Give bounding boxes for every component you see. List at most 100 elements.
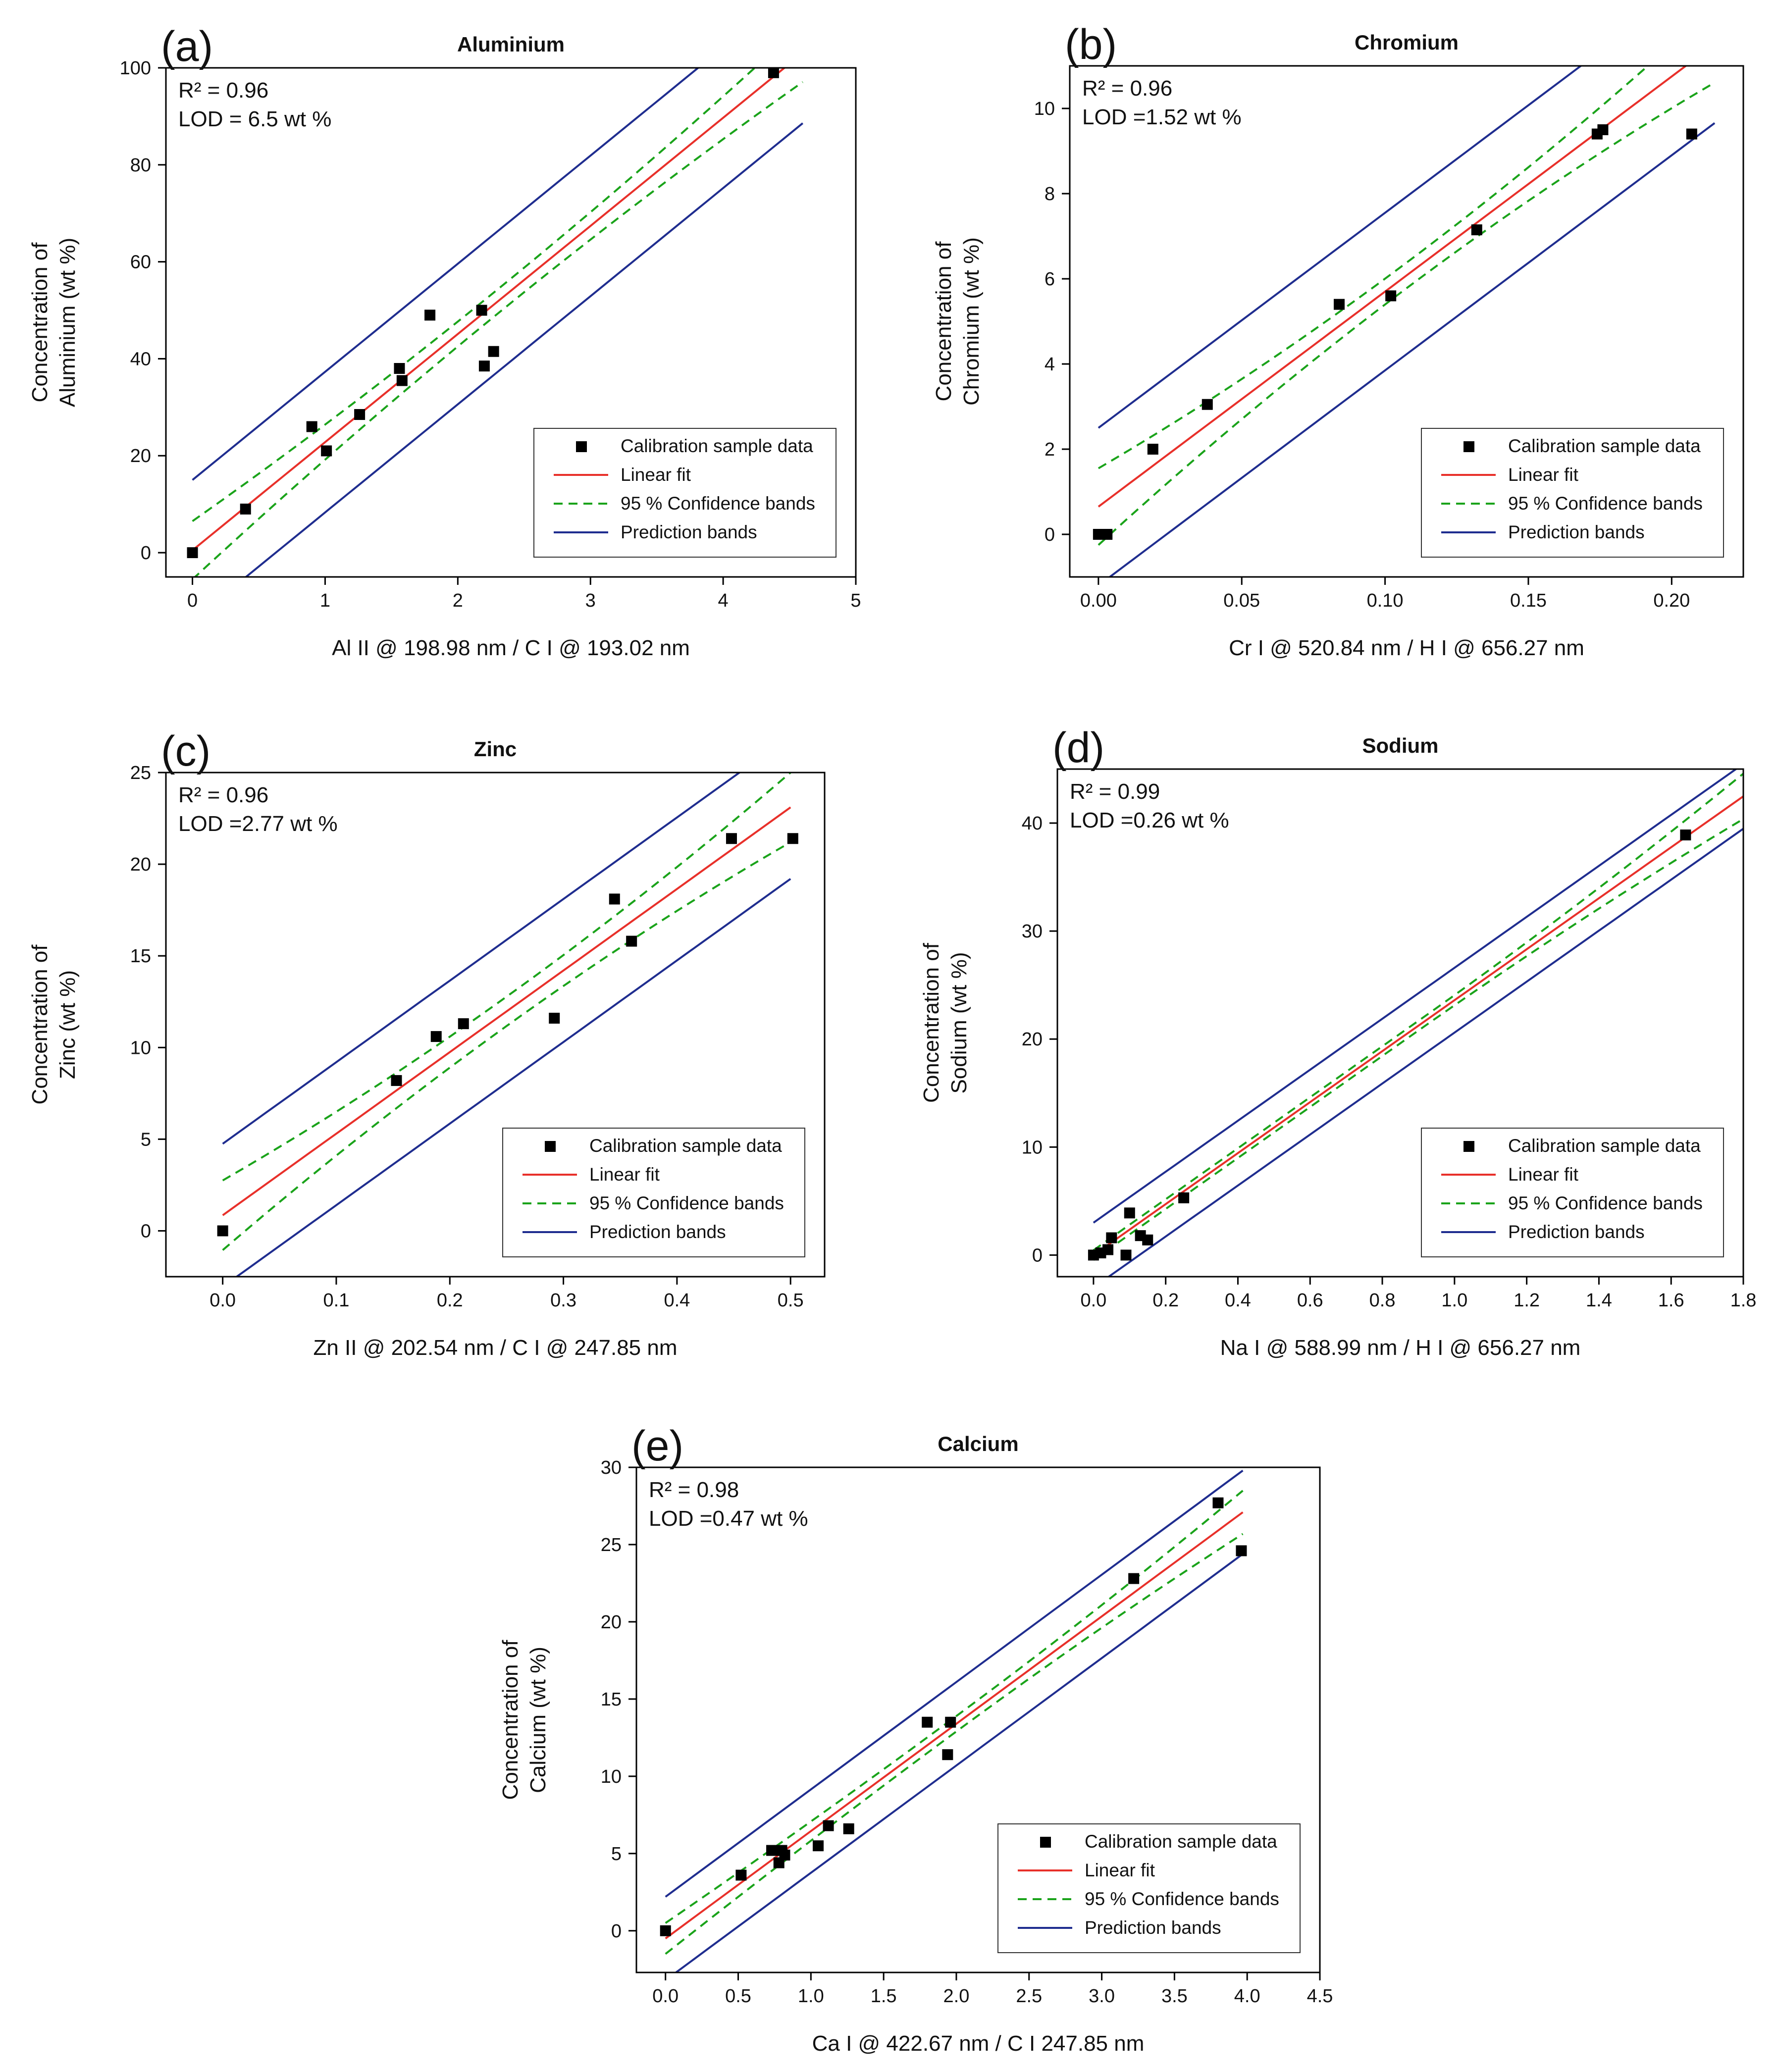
data-point xyxy=(430,1031,442,1042)
legend-entry: Prediction bands xyxy=(1508,522,1645,542)
x-tick-label: 1.5 xyxy=(871,1986,897,2007)
y-tick-label: 40 xyxy=(1022,813,1043,834)
data-point xyxy=(549,1013,560,1024)
x-tick-label: 5 xyxy=(850,590,861,611)
y-axis-label-line1: Concentration of xyxy=(28,242,52,403)
x-tick-label: 1.0 xyxy=(1441,1290,1467,1311)
confidence-band-lower xyxy=(665,1533,1244,1955)
y-tick-label: 100 xyxy=(120,58,151,79)
x-tick-label: 0.2 xyxy=(1152,1290,1179,1311)
x-tick-label: 0.15 xyxy=(1510,590,1547,611)
data-point xyxy=(945,1716,956,1728)
y-tick-label: 20 xyxy=(130,854,151,875)
y-tick-label: 60 xyxy=(130,252,151,273)
data-point xyxy=(768,67,779,78)
data-point xyxy=(779,1849,790,1861)
x-tick-label: 1 xyxy=(320,590,330,611)
prediction-band-lower xyxy=(235,878,791,1277)
data-point xyxy=(478,361,490,372)
x-axis-label: Al II @ 198.98 nm / C I @ 193.02 nm xyxy=(332,636,690,660)
chart-panel-a: 0 1 2 3 4 5 0 20 40 60 80 100 Aluminium (a) Al II @ 19… xyxy=(28,23,861,660)
x-tick-label: 0.05 xyxy=(1223,590,1260,611)
legend-entry: Linear fit xyxy=(1085,1860,1155,1880)
legend-marker-data xyxy=(576,441,587,452)
data-point xyxy=(735,1869,747,1881)
y-axis-label-line2: Zinc (wt %) xyxy=(55,970,80,1079)
x-tick-label: 1.2 xyxy=(1514,1290,1540,1311)
confidence-band-lower xyxy=(1093,818,1743,1261)
y-axis-label-line1: Concentration of xyxy=(919,942,943,1103)
y-tick-label: 10 xyxy=(130,1037,151,1058)
plot-area xyxy=(192,68,804,577)
prediction-band-upper xyxy=(1093,769,1738,1224)
y-tick-label: 2 xyxy=(1045,439,1055,460)
data-point xyxy=(396,375,408,386)
x-axis-label: Cr I @ 520.84 nm / H I @ 656.27 nm xyxy=(1229,636,1584,660)
x-tick-label: 1.8 xyxy=(1730,1290,1757,1311)
data-point xyxy=(1334,299,1345,310)
data-point xyxy=(1597,124,1609,135)
legend-entry: Linear fit xyxy=(621,465,691,485)
r-squared-text: R² = 0.96 xyxy=(178,78,268,103)
y-tick-label: 0 xyxy=(141,543,151,564)
prediction-band-lower xyxy=(1107,828,1743,1277)
data-point xyxy=(843,1823,854,1834)
legend-entry: Calibration sample data xyxy=(1508,436,1701,456)
y-tick-label: 20 xyxy=(1022,1029,1043,1050)
data-point xyxy=(1142,1234,1153,1245)
data-point xyxy=(1385,290,1397,302)
y-tick-label: 10 xyxy=(1022,1137,1043,1158)
legend-entry: Calibration sample data xyxy=(1508,1136,1701,1156)
x-tick-label: 2.5 xyxy=(1016,1986,1042,2007)
y-axis-label-line1: Concentration of xyxy=(932,241,956,402)
data-point xyxy=(1147,444,1158,455)
x-tick-label: 0.2 xyxy=(437,1290,463,1311)
data-point xyxy=(1178,1192,1190,1203)
plot-area xyxy=(222,773,791,1277)
legend-marker-data xyxy=(1040,1837,1051,1848)
y-tick-label: 8 xyxy=(1045,184,1055,205)
data-point xyxy=(1212,1497,1224,1508)
y-tick-label: 0 xyxy=(141,1221,151,1242)
data-point xyxy=(823,1820,834,1831)
x-tick-label: 0.5 xyxy=(778,1290,804,1311)
data-point xyxy=(766,1845,778,1856)
data-point xyxy=(922,1716,933,1728)
y-tick-label: 15 xyxy=(601,1689,622,1710)
legend-entry: Prediction bands xyxy=(1508,1222,1645,1242)
x-tick-label: 3.5 xyxy=(1161,1986,1188,2007)
x-tick-label: 1.4 xyxy=(1586,1290,1612,1311)
legend-entry: 95 % Confidence bands xyxy=(589,1193,784,1213)
data-point xyxy=(458,1018,469,1030)
data-point xyxy=(391,1075,402,1086)
y-axis-label-line2: Aluminium (wt %) xyxy=(55,238,80,407)
data-point xyxy=(813,1840,824,1852)
plot-frame xyxy=(1069,65,1744,578)
confidence-band-lower xyxy=(222,841,791,1251)
data-point xyxy=(394,363,405,374)
linear-fit-line xyxy=(1098,66,1688,508)
legend-entry: Linear fit xyxy=(1508,1164,1579,1185)
confidence-band-lower xyxy=(193,81,803,577)
x-tick-label: 0.8 xyxy=(1369,1290,1396,1311)
data-point xyxy=(626,935,637,947)
lod-text: LOD =2.77 wt % xyxy=(178,812,338,836)
y-tick-label: 5 xyxy=(141,1129,151,1150)
chart-title: Sodium xyxy=(1362,734,1439,757)
r-squared-text: R² = 0.96 xyxy=(178,783,268,807)
y-tick-label: 5 xyxy=(611,1844,622,1865)
y-tick-label: 10 xyxy=(601,1766,622,1787)
data-point xyxy=(354,409,366,420)
prediction-band-upper xyxy=(192,68,700,481)
legend-entry: 95 % Confidence bands xyxy=(621,493,815,514)
x-tick-label: 0.4 xyxy=(664,1290,690,1311)
r-squared-text: R² = 0.99 xyxy=(1070,779,1160,804)
confidence-band-lower xyxy=(1098,82,1716,546)
y-tick-label: 20 xyxy=(601,1612,622,1633)
r-squared-text: R² = 0.98 xyxy=(649,1478,739,1502)
legend-entry: Prediction bands xyxy=(1085,1917,1221,1938)
legend-entry: Calibration sample data xyxy=(589,1136,782,1156)
data-point xyxy=(321,445,332,457)
lod-text: LOD =0.26 wt % xyxy=(1070,808,1229,832)
y-tick-label: 6 xyxy=(1045,269,1055,290)
